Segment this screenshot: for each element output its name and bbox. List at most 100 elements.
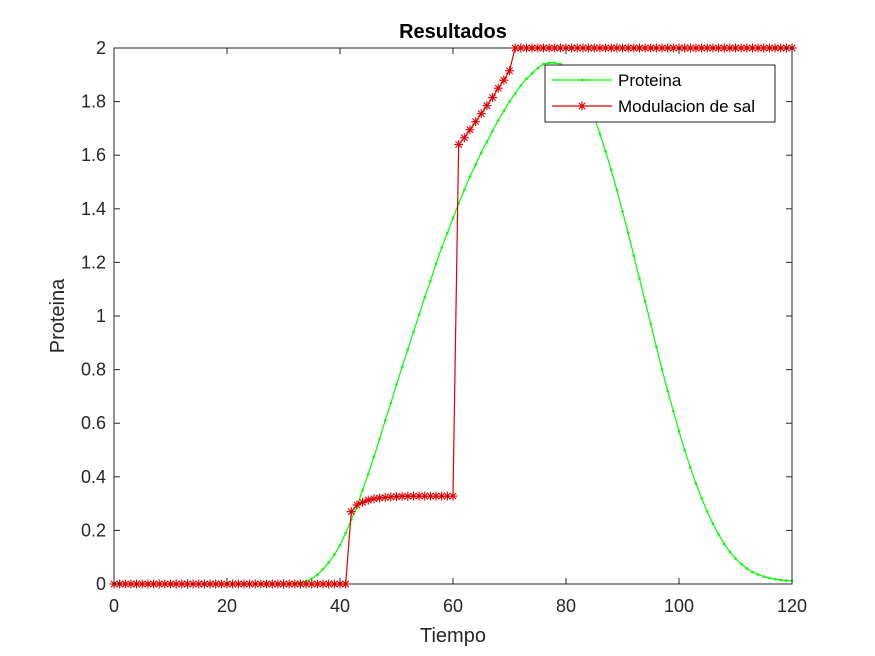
data-point xyxy=(542,62,545,66)
data-point xyxy=(476,109,486,119)
data-point xyxy=(536,66,540,70)
data-point xyxy=(555,43,565,53)
data-point xyxy=(463,188,466,192)
data-point xyxy=(734,557,737,560)
data-point xyxy=(446,231,449,235)
y-tick-label: 1 xyxy=(96,306,106,326)
data-point xyxy=(361,488,364,492)
data-point xyxy=(474,163,477,166)
plot-area xyxy=(109,43,797,589)
x-tick-label: 100 xyxy=(664,596,694,616)
data-point xyxy=(751,570,754,574)
x-tick-label: 60 xyxy=(443,596,463,616)
axes-box xyxy=(113,47,793,585)
data-point xyxy=(626,231,630,235)
data-point xyxy=(768,576,771,580)
data-point xyxy=(638,277,641,280)
data-point xyxy=(705,510,709,513)
data-point xyxy=(417,313,421,316)
data-point xyxy=(521,43,531,53)
y-tick-label: 0 xyxy=(96,574,106,594)
data-point xyxy=(400,365,404,369)
data-point xyxy=(166,579,175,589)
legend-label: Proteina xyxy=(618,71,682,90)
data-point xyxy=(711,522,715,525)
data-point xyxy=(525,77,528,81)
data-point xyxy=(516,43,526,53)
data-point xyxy=(700,496,703,500)
data-point xyxy=(708,43,718,53)
x-tick-label: 80 xyxy=(556,596,576,616)
data-point xyxy=(182,579,192,589)
legend-marker xyxy=(580,78,584,82)
data-point xyxy=(513,92,517,95)
data-point xyxy=(739,562,743,566)
data-point xyxy=(657,43,667,53)
data-point xyxy=(694,482,698,485)
data-point xyxy=(423,295,427,299)
y-tick-label: 1.4 xyxy=(81,199,106,219)
data-point xyxy=(598,132,602,136)
data-point xyxy=(604,149,607,153)
data-point xyxy=(327,561,331,564)
data-point xyxy=(649,322,653,326)
data-point xyxy=(672,409,675,413)
data-point xyxy=(468,175,472,178)
data-point xyxy=(499,75,509,85)
data-point xyxy=(188,579,198,589)
data-point xyxy=(341,579,351,589)
data-point xyxy=(666,389,669,393)
y-tick-label: 2 xyxy=(96,38,106,58)
x-tick-label: 0 xyxy=(109,596,119,616)
data-point xyxy=(736,43,746,53)
data-point xyxy=(451,216,455,220)
data-point xyxy=(454,139,464,149)
data-point xyxy=(216,579,226,589)
x-tick-label: 40 xyxy=(330,596,350,616)
data-point xyxy=(689,466,692,469)
x-axis-label: Tiempo xyxy=(420,625,486,647)
data-point xyxy=(369,494,379,504)
data-point xyxy=(491,129,494,133)
data-point xyxy=(547,61,551,65)
data-point xyxy=(434,262,438,266)
data-point xyxy=(762,575,766,578)
y-axis-label: Proteina xyxy=(47,278,69,353)
legend-entry: Modulacion de sal xyxy=(552,97,755,116)
data-point xyxy=(171,579,181,589)
x-axis: 0 20 40 60 80 100 120 xyxy=(109,48,807,616)
data-point xyxy=(553,61,556,65)
data-point xyxy=(519,84,523,87)
data-point xyxy=(366,472,370,476)
y-axis: 0 0.2 0.4 0.6 0.8 1 1.2 1.4 1.6 1.8 2 xyxy=(81,38,792,594)
data-point xyxy=(683,448,686,452)
data-point xyxy=(482,101,492,111)
chart-title: Resultados xyxy=(399,21,507,43)
data-point xyxy=(508,100,511,103)
data-point xyxy=(397,491,407,501)
data-point xyxy=(493,83,503,93)
data-point xyxy=(722,542,726,546)
data-point xyxy=(346,507,356,517)
data-point xyxy=(408,491,418,501)
y-tick-label: 1.6 xyxy=(81,145,106,165)
data-point xyxy=(660,368,664,371)
legend: Proteina Modulacion de sal xyxy=(544,64,776,123)
data-point xyxy=(429,279,432,283)
y-tick-label: 1.8 xyxy=(81,92,106,112)
data-point xyxy=(420,491,430,501)
data-point xyxy=(544,43,554,53)
legend-label: Modulacion de sal xyxy=(618,97,755,116)
legend-box xyxy=(544,64,776,123)
legend-marker xyxy=(577,101,587,111)
data-point xyxy=(126,579,136,589)
data-point xyxy=(643,299,647,303)
data-point xyxy=(363,495,373,505)
y-tick-label: 0.4 xyxy=(81,467,106,487)
y-tick-label: 0.6 xyxy=(81,413,106,433)
data-point xyxy=(333,553,336,556)
data-point xyxy=(310,577,314,580)
data-point xyxy=(488,93,498,103)
data-point xyxy=(448,491,458,501)
